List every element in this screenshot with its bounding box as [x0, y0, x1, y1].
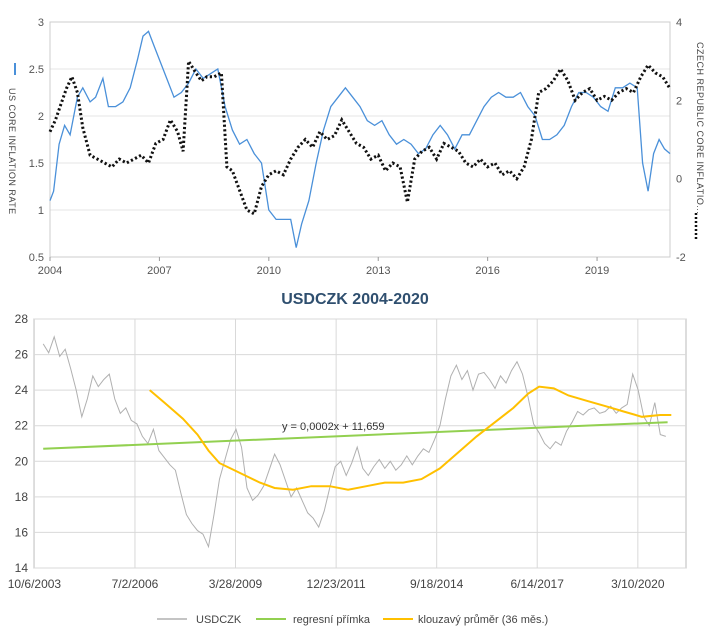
usdczk-line [42, 335, 666, 549]
top-x-ticks: 2004 2007 2010 2013 2016 2019 [38, 257, 609, 277]
legend-label-moving-average: klouzavý průměr (36 měs.) [418, 614, 548, 626]
top-y-tick-left-3: 2 [38, 111, 44, 123]
bottom-legend: USDCZK regresní přímka klouzavý průměr (… [157, 614, 548, 626]
top-y-ticks-left: 0.5 1 1.5 2 2.5 3 [29, 17, 44, 264]
bottom-x-tick-2: 3/28/2009 [209, 577, 263, 591]
top-y-tick-left-0: 0.5 [29, 252, 44, 264]
bottom-chart-title: USDCZK 2004-2020 [281, 291, 429, 308]
top-y-tick-left-1: 1 [38, 205, 44, 217]
top-x-tick-0: 2004 [38, 265, 62, 277]
top-y-tick-left-4: 2.5 [29, 64, 44, 76]
legend-label-usdczk: USDCZK [196, 614, 242, 626]
top-y-tick-right-3: 4 [676, 17, 682, 29]
right-axis-label: CZECH REPUBLIC CORE INFLATIO... [695, 42, 705, 214]
bottom-plot-border [33, 318, 687, 569]
bottom-y-tick-2: 18 [15, 490, 29, 504]
us-core-inflation-line [49, 30, 671, 248]
top-x-tick-2: 2010 [257, 265, 281, 277]
bottom-y-tick-1: 16 [15, 525, 29, 539]
top-x-tick-1: 2007 [147, 265, 171, 277]
bottom-y-tick-3: 20 [15, 454, 29, 468]
bottom-y-tick-7: 28 [15, 312, 29, 326]
top-gridlines [50, 21, 670, 258]
bottom-x-ticks: 10/6/2003 7/2/2006 3/28/2009 12/23/2011 9/18… [8, 577, 665, 591]
bottom-y-tick-5: 24 [15, 383, 29, 397]
bottom-y-ticks: 14 16 18 20 22 24 26 28 [15, 312, 29, 575]
top-x-tick-5: 2019 [585, 265, 609, 277]
moving-average-line [149, 385, 672, 491]
top-y-tick-right-0: -2 [676, 252, 686, 264]
bottom-x-tick-3: 12/23/2011 [307, 577, 366, 591]
regression-line [43, 421, 668, 450]
legend-label-regression: regresní přímka [293, 614, 371, 626]
bottom-x-tick-0: 10/6/2003 [8, 577, 62, 591]
bottom-gridlines [33, 318, 686, 569]
top-plot-border [49, 21, 671, 258]
bottom-x-tick-4: 9/18/2014 [410, 577, 464, 591]
bottom-y-tick-0: 14 [15, 561, 29, 575]
top-x-tick-3: 2013 [366, 265, 390, 277]
left-axis-legend-swatch [14, 63, 16, 75]
bottom-x-tick-5: 6/14/2017 [511, 577, 565, 591]
top-y-tick-left-5: 3 [38, 17, 44, 29]
top-y-tick-left-2: 1.5 [29, 158, 44, 170]
bottom-x-tick-6: 3/10/2020 [611, 577, 665, 591]
bottom-chart: USDCZK 2004-2020 14 16 18 20 22 24 26 28 10/6/2… [8, 291, 687, 626]
regression-equation: y = 0,0002x + 11,659 [282, 421, 385, 433]
bottom-y-tick-6: 26 [15, 348, 29, 362]
czech-core-inflation-line [48, 56, 672, 217]
top-x-tick-4: 2016 [475, 265, 499, 277]
top-y-tick-right-2: 2 [676, 95, 682, 107]
top-y-ticks-right: -2 0 2 4 [676, 17, 686, 264]
top-y-tick-right-1: 0 [676, 174, 682, 186]
bottom-y-tick-4: 22 [15, 419, 29, 433]
left-axis-label: US CORE INFLATION RATE [7, 88, 17, 215]
bottom-x-tick-1: 7/2/2006 [112, 577, 159, 591]
